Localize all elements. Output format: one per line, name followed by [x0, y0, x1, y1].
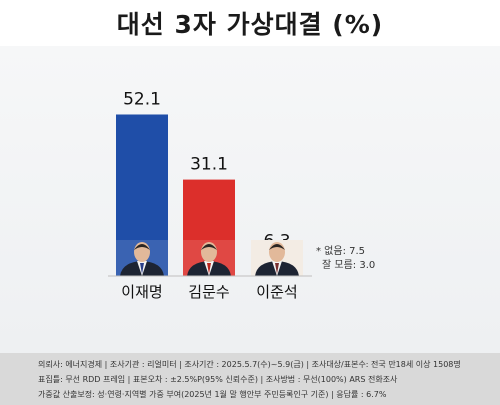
candidate-portrait-icon: [251, 240, 303, 276]
value-label-1: 52.1: [123, 89, 161, 109]
category-label-2: 김문수: [188, 283, 229, 301]
candidate-portrait-icon: [183, 240, 235, 276]
survey-footnote: 의뢰사: 에너지경제 | 조사기관 : 리얼미터 | 조사기간 : 2025.5…: [0, 353, 500, 405]
value-label-2: 31.1: [190, 155, 228, 175]
title-bar: 대선 3자 가상대결 (%): [0, 0, 500, 46]
annotation-1: * 없음: 7.5: [316, 244, 365, 257]
footnote-line-1: 의뢰사: 에너지경제 | 조사기관 : 리얼미터 | 조사기간 : 2025.5…: [38, 360, 461, 369]
candidate-portrait-icon: [116, 240, 168, 276]
chart-title: 대선 3자 가상대결 (%): [116, 10, 384, 39]
category-label-1: 이재명: [121, 283, 162, 301]
footnote-line-3: 가중값 산출보정: 성·연령·지역별 가중 부여(2025년 1월 말 행안부 …: [38, 390, 387, 399]
footnote-line-2: 표집틀: 무선 RDD 프레임 | 표본오차 : ±2.5%P(95% 신뢰수준…: [38, 375, 398, 384]
annotation-2: 잘 모름: 3.0: [322, 259, 375, 271]
category-label-3: 이준석: [256, 283, 297, 301]
